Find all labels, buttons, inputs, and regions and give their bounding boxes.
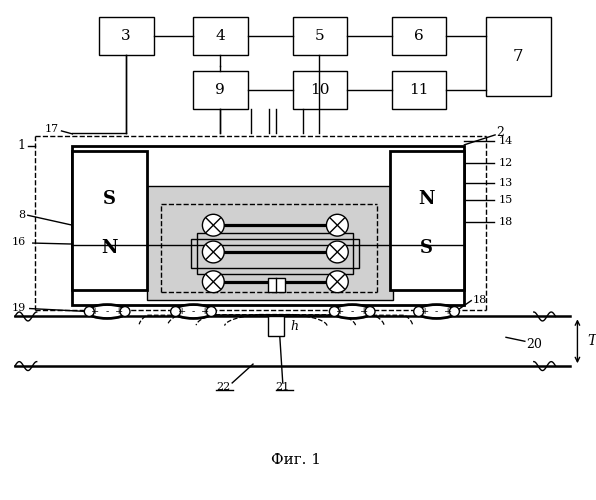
Bar	[147, 186, 393, 300]
Bar	[293, 17, 347, 54]
Text: h: h	[291, 320, 299, 333]
Text: S: S	[103, 190, 116, 208]
Text: N: N	[418, 190, 435, 208]
Bar	[73, 151, 147, 290]
Circle shape	[203, 214, 224, 236]
Text: 19: 19	[11, 302, 26, 312]
Ellipse shape	[173, 304, 213, 318]
Text: 20: 20	[526, 338, 542, 351]
Bar	[392, 17, 446, 54]
Text: 12: 12	[499, 158, 513, 168]
Text: 8: 8	[18, 210, 26, 220]
Ellipse shape	[333, 304, 372, 318]
Circle shape	[330, 306, 339, 316]
Text: -: -	[350, 307, 354, 316]
Circle shape	[206, 306, 216, 316]
Text: 18: 18	[499, 217, 513, 227]
Circle shape	[84, 306, 94, 316]
Text: 14: 14	[499, 136, 513, 146]
Text: +: +	[360, 307, 368, 316]
Circle shape	[449, 306, 460, 316]
Text: 9: 9	[215, 84, 225, 98]
Text: -: -	[192, 307, 195, 316]
Text: -: -	[105, 307, 109, 316]
Text: 18: 18	[472, 294, 486, 304]
Text: 11: 11	[409, 84, 429, 98]
Text: +: +	[336, 307, 344, 316]
Text: S: S	[420, 239, 433, 257]
Text: 10: 10	[310, 84, 329, 98]
Circle shape	[170, 306, 181, 316]
Bar	[268, 278, 285, 291]
Bar	[194, 72, 248, 109]
Text: +: +	[201, 307, 210, 316]
Bar	[392, 72, 446, 109]
Text: 7: 7	[513, 48, 523, 65]
Text: 2: 2	[496, 126, 504, 140]
Text: 6: 6	[414, 28, 424, 42]
Bar	[191, 239, 359, 268]
Text: T: T	[587, 334, 596, 348]
Text: 4: 4	[215, 28, 225, 42]
Text: N: N	[101, 239, 117, 257]
Bar	[268, 316, 284, 336]
Circle shape	[327, 214, 348, 236]
Bar	[99, 17, 154, 54]
Text: 22: 22	[216, 382, 231, 392]
Text: 16: 16	[11, 237, 26, 247]
Text: +: +	[445, 307, 452, 316]
Circle shape	[327, 241, 348, 263]
Bar	[73, 146, 464, 304]
Text: +: +	[91, 307, 100, 316]
Ellipse shape	[417, 304, 457, 318]
Ellipse shape	[87, 304, 127, 318]
Text: 15: 15	[499, 196, 513, 205]
Bar	[197, 233, 353, 274]
Bar	[293, 72, 347, 109]
Text: +: +	[178, 307, 186, 316]
Circle shape	[203, 241, 224, 263]
Circle shape	[414, 306, 424, 316]
Circle shape	[327, 271, 348, 292]
Text: 3: 3	[121, 28, 131, 42]
Text: 13: 13	[499, 178, 513, 188]
Text: 17: 17	[45, 124, 59, 134]
Bar	[194, 17, 248, 54]
Circle shape	[120, 306, 130, 316]
Text: +: +	[115, 307, 123, 316]
Text: 1: 1	[18, 140, 26, 152]
Bar	[486, 17, 551, 96]
Circle shape	[203, 271, 224, 292]
Text: +: +	[421, 307, 429, 316]
Text: -: -	[435, 307, 438, 316]
Text: 5: 5	[315, 28, 324, 42]
Text: Фиг. 1: Фиг. 1	[271, 454, 321, 468]
Circle shape	[365, 306, 375, 316]
Bar	[390, 151, 464, 290]
Text: 21: 21	[275, 382, 290, 392]
